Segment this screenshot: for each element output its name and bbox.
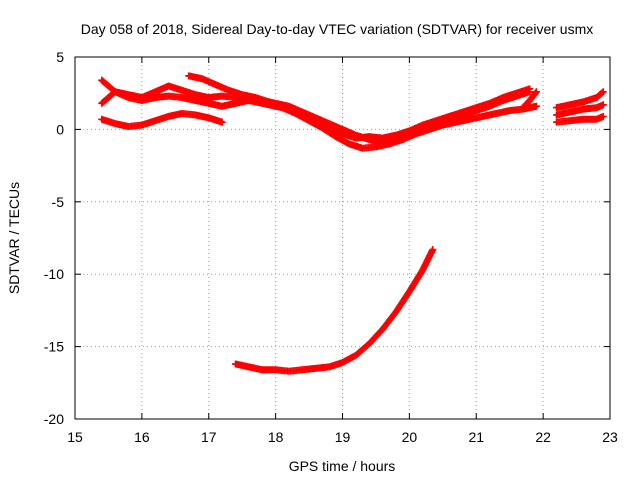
plus-marker xyxy=(598,89,606,97)
series-track-i xyxy=(232,246,437,375)
plus-marker xyxy=(599,112,607,120)
y-axis-label: SDTVAR / TECUs xyxy=(6,182,22,294)
series-track-e xyxy=(519,88,540,112)
series-track-h xyxy=(553,101,607,119)
series-track-g xyxy=(553,112,607,126)
plus-marker xyxy=(218,118,226,126)
plus-marker xyxy=(532,102,540,110)
y-tick-label: -15 xyxy=(44,339,64,355)
series-track-f xyxy=(553,88,607,112)
plus-marker xyxy=(532,88,540,96)
data-points xyxy=(98,72,607,375)
y-tick-label: -10 xyxy=(44,266,64,282)
series-track-d xyxy=(185,72,540,152)
x-axis-label: GPS time / hours xyxy=(289,458,396,474)
x-tick-label: 21 xyxy=(468,429,484,445)
chart-title: Day 058 of 2018, Sidereal Day-to-day VTE… xyxy=(81,21,594,37)
axis-ticks: 15 16 17 18 19 20 21 22 23 5 0 -5 -10 -15 -20 xyxy=(44,49,618,445)
x-tick-label: 19 xyxy=(335,429,351,445)
x-tick-label: 15 xyxy=(67,429,83,445)
x-tick-label: 22 xyxy=(535,429,551,445)
x-tick-label: 16 xyxy=(134,429,150,445)
x-tick-label: 17 xyxy=(201,429,217,445)
y-tick-label: 0 xyxy=(56,121,64,137)
y-tick-label: -5 xyxy=(52,194,65,210)
plus-marker xyxy=(599,101,607,109)
y-tick-label: -20 xyxy=(44,411,64,427)
y-tick-label: 5 xyxy=(56,49,64,65)
series-track-a xyxy=(98,109,226,131)
plus-marker xyxy=(526,88,534,96)
x-tick-label: 18 xyxy=(268,429,284,445)
x-tick-label: 23 xyxy=(602,429,618,445)
plus-marker xyxy=(532,89,540,97)
plus-marker xyxy=(429,246,437,254)
x-tick-label: 20 xyxy=(402,429,418,445)
plus-marker xyxy=(599,88,607,96)
